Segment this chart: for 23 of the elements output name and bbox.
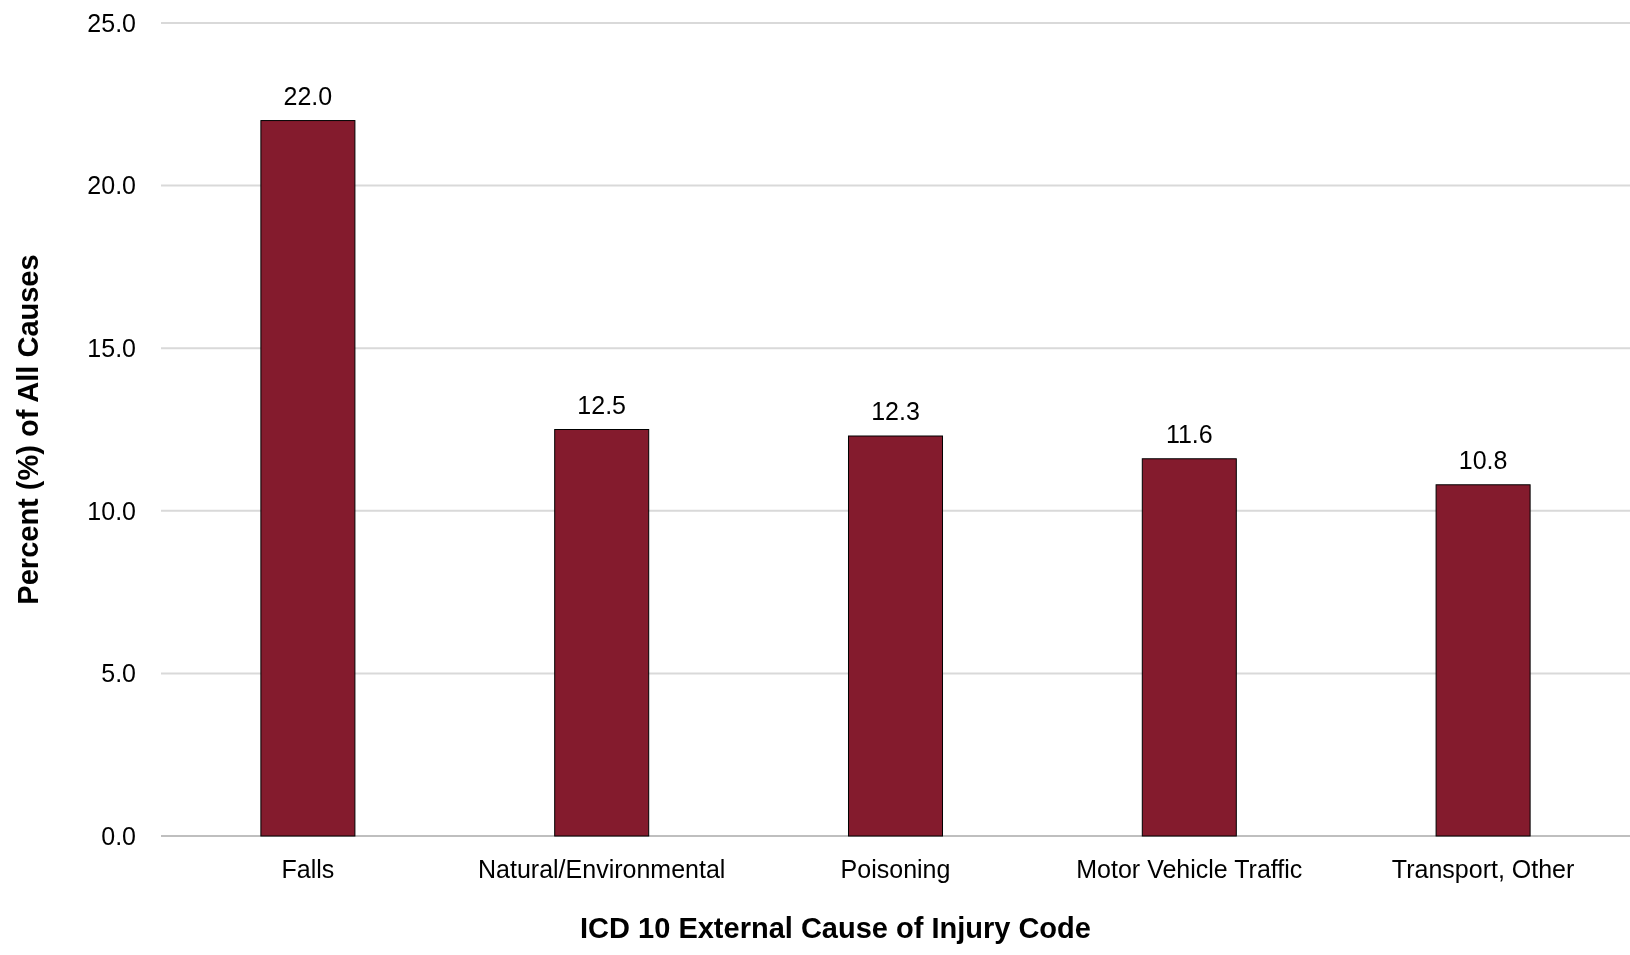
x-tick-label: Natural/Environmental bbox=[478, 855, 726, 883]
x-tick-label: Transport, Other bbox=[1391, 855, 1575, 883]
y-tick-label: 20.0 bbox=[87, 171, 136, 200]
x-tick-label: Motor Vehicle Traffic bbox=[1076, 855, 1303, 883]
y-tick-label: 5.0 bbox=[101, 659, 136, 688]
data-label: 11.6 bbox=[1165, 419, 1213, 448]
data-label: 22.0 bbox=[283, 81, 333, 110]
x-tick-label: Falls bbox=[281, 855, 335, 883]
bar bbox=[1141, 458, 1237, 837]
bar bbox=[260, 120, 356, 837]
bar bbox=[1435, 484, 1531, 837]
data-label: 10.8 bbox=[1458, 445, 1508, 474]
y-tick-label: 25.0 bbox=[87, 8, 136, 37]
x-axis-title: ICD 10 External Cause of Injury Code bbox=[580, 912, 1091, 944]
x-tick-label: Poisoning bbox=[840, 855, 951, 883]
y-axis-title: Percent (%) of All Causes bbox=[12, 254, 44, 605]
bar bbox=[554, 429, 650, 837]
y-tick-label: 15.0 bbox=[87, 333, 136, 362]
y-tick-label: 10.0 bbox=[87, 496, 136, 525]
y-tick-label: 0.0 bbox=[101, 821, 136, 850]
data-label: 12.5 bbox=[577, 390, 627, 419]
bar bbox=[847, 435, 944, 837]
data-label: 12.3 bbox=[871, 397, 920, 425]
